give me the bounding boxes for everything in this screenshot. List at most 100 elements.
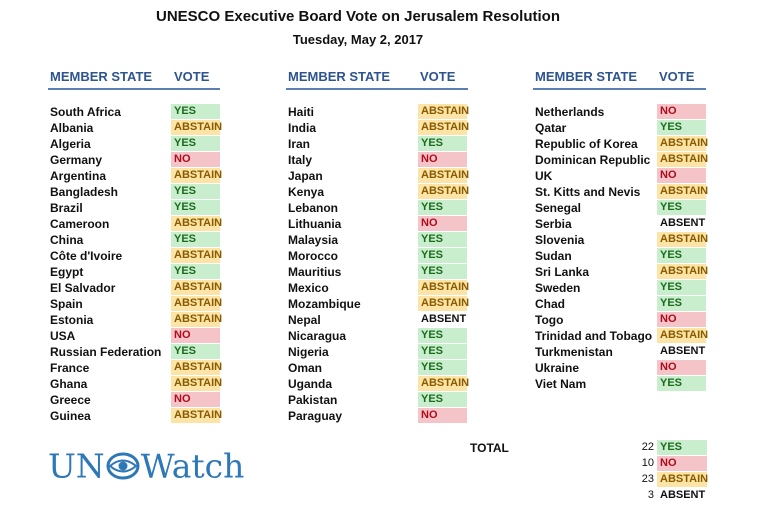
vote-badge: ABSTAIN — [657, 184, 708, 199]
member-state-name: Egypt — [50, 265, 84, 279]
vote-header: VOTE — [420, 69, 456, 84]
member-state-name: Bangladesh — [50, 185, 119, 199]
member-state-name: Brazil — [50, 201, 83, 215]
member-state-name: Russian Federation — [50, 345, 162, 359]
un-watch-logo: UN Watch — [48, 444, 244, 486]
total-label: TOTAL — [470, 441, 509, 455]
member-state-name: Turkmenistan — [535, 345, 613, 359]
vote-badge: ABSTAIN — [418, 184, 469, 199]
total-count: 22 — [641, 441, 654, 453]
member-state-name: Spain — [50, 297, 83, 311]
total-count: 10 — [641, 457, 654, 469]
member-state-header: MEMBER STATE — [50, 69, 153, 84]
total-count: 23 — [641, 473, 654, 485]
column-header-2: MEMBER STATE VOTE — [286, 68, 468, 90]
total-vote-badge: NO — [657, 456, 707, 471]
vote-badge: ABSTAIN — [171, 312, 222, 327]
member-state-name: France — [50, 361, 90, 375]
member-state-name: Sri Lanka — [535, 265, 590, 279]
vote-badge: NO — [171, 392, 220, 407]
vote-badge: ABSTAIN — [418, 120, 469, 135]
vote-badge: YES — [657, 248, 706, 263]
member-state-name: Togo — [535, 313, 564, 327]
vote-badge: NO — [418, 152, 467, 167]
member-state-name: Pakistan — [288, 393, 338, 407]
vote-badge: YES — [418, 264, 467, 279]
vote-badge: ABSTAIN — [171, 120, 222, 135]
vote-badge: NO — [657, 360, 706, 375]
member-state-name: Italy — [288, 153, 313, 167]
member-state-name: Slovenia — [535, 233, 585, 247]
member-state-name: Germany — [50, 153, 103, 167]
vote-badge: YES — [657, 200, 706, 215]
total-vote-badge: ABSTAIN — [657, 472, 708, 487]
vote-badge: YES — [657, 280, 706, 295]
member-state-name: Lebanon — [288, 201, 338, 215]
member-state-name: Greece — [50, 393, 91, 407]
member-state-name: Mozambique — [288, 297, 361, 311]
vote-badge: ABSTAIN — [657, 264, 708, 279]
total-vote-badge: YES — [657, 440, 707, 455]
vote-badge: ABSTAIN — [171, 280, 222, 295]
vote-badge: ABSTAIN — [171, 216, 222, 231]
member-state-name: Nepal — [288, 313, 321, 327]
vote-badge: YES — [418, 232, 467, 247]
vote-badge: ABSENT — [660, 345, 706, 357]
member-state-name: USA — [50, 329, 76, 343]
member-state-header: MEMBER STATE — [288, 69, 391, 84]
member-state-name: Ghana — [50, 377, 88, 391]
vote-badge: YES — [418, 360, 467, 375]
member-state-name: Qatar — [535, 121, 567, 135]
vote-badge: ABSTAIN — [657, 328, 708, 343]
vote-badge: ABSTAIN — [171, 360, 222, 375]
vote-badge: ABSTAIN — [418, 280, 469, 295]
member-state-name: Serbia — [535, 217, 572, 231]
vote-badge: ABSTAIN — [657, 152, 708, 167]
vote-badge: YES — [418, 200, 467, 215]
page-title: UNESCO Executive Board Vote on Jerusalem… — [156, 8, 560, 25]
vote-badge: YES — [418, 392, 467, 407]
member-state-name: Republic of Korea — [535, 137, 638, 151]
member-state-name: Côte d'Ivoire — [50, 249, 123, 263]
member-state-name: Sudan — [535, 249, 572, 263]
logo-text-un: UN — [48, 446, 105, 486]
member-state-name: Mexico — [288, 281, 329, 295]
vote-badge: ABSTAIN — [171, 376, 222, 391]
member-state-name: Senegal — [535, 201, 582, 215]
vote-badge: YES — [418, 136, 467, 151]
vote-header: VOTE — [659, 69, 695, 84]
member-state-name: Haiti — [288, 105, 315, 119]
member-state-name: India — [288, 121, 317, 135]
vote-badge: YES — [171, 200, 220, 215]
member-state-name: Argentina — [50, 169, 107, 183]
vote-badge: NO — [418, 408, 467, 423]
member-state-name: Malaysia — [288, 233, 339, 247]
member-state-name: El Salvador — [50, 281, 116, 295]
member-state-name: Algeria — [50, 137, 91, 151]
vote-badge: NO — [171, 328, 220, 343]
member-state-name: Morocco — [288, 249, 339, 263]
total-count: 3 — [647, 489, 654, 501]
vote-badge: YES — [657, 376, 706, 391]
vote-badge: YES — [657, 120, 706, 135]
vote-badge: NO — [657, 312, 706, 327]
vote-badge: YES — [171, 344, 220, 359]
vote-badge: ABSTAIN — [171, 168, 222, 183]
vote-badge: NO — [418, 216, 467, 231]
member-state-name: Albania — [50, 121, 94, 135]
member-state-name: Ukraine — [535, 361, 580, 375]
vote-badge: ABSTAIN — [418, 376, 469, 391]
member-state-name: Oman — [288, 361, 323, 375]
member-state-name: Sweden — [535, 281, 581, 295]
vote-badge: YES — [171, 264, 220, 279]
member-state-name: Cameroon — [50, 217, 110, 231]
member-state-name: UK — [535, 169, 553, 183]
member-state-name: Uganda — [288, 377, 333, 391]
member-state-name: South Africa — [50, 105, 121, 119]
vote-badge: YES — [171, 232, 220, 247]
member-state-name: China — [50, 233, 84, 247]
vote-badge: ABSTAIN — [171, 408, 222, 423]
vote-badge: YES — [657, 296, 706, 311]
vote-badge: ABSTAIN — [657, 136, 708, 151]
globe-eye-icon — [106, 452, 140, 480]
